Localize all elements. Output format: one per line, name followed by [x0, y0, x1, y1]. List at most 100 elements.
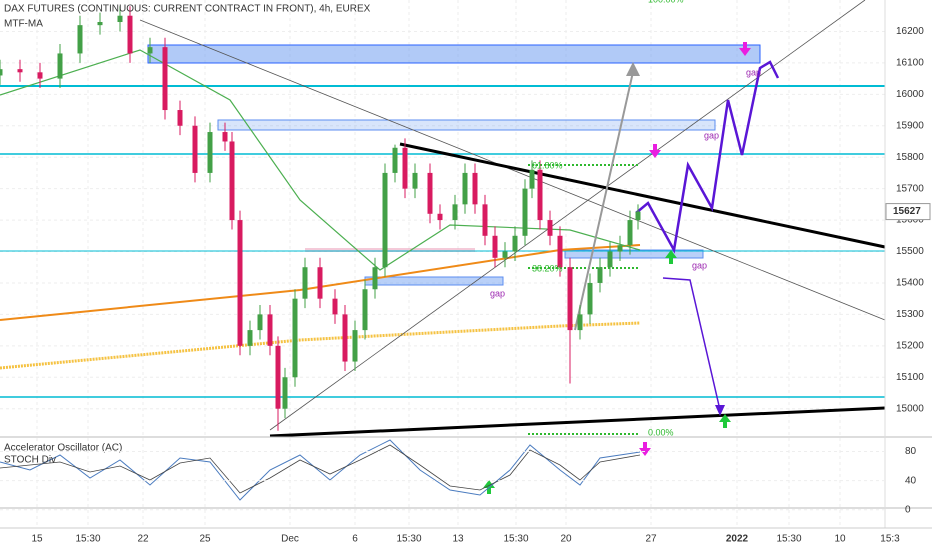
candle-body — [557, 235, 563, 268]
x-tick-label: 15:30 — [503, 534, 528, 545]
candle-body — [462, 172, 468, 205]
arrow-head — [715, 405, 725, 416]
candle-body — [275, 345, 281, 409]
candle-body — [635, 211, 641, 221]
projection — [635, 60, 780, 254]
moving-average — [0, 244, 641, 321]
x-tick-label: Dec — [281, 534, 299, 545]
candle-body — [352, 330, 358, 362]
candle-body — [512, 235, 518, 252]
candle-body — [577, 314, 583, 331]
x-tick-label: 15:30 — [75, 534, 100, 545]
stoch-signal — [0, 444, 641, 494]
trend-line — [399, 142, 886, 249]
x-tick-label: 10 — [834, 534, 846, 545]
zone — [564, 249, 704, 259]
marker — [665, 250, 677, 264]
candle-body — [17, 69, 23, 73]
candle-body — [97, 22, 103, 26]
candle-body — [177, 110, 183, 126]
candle-body — [282, 377, 288, 409]
candle-body — [427, 172, 433, 214]
candle-body — [502, 251, 508, 258]
candles — [0, 6, 641, 431]
candle-body — [382, 172, 388, 268]
x-tick-label: 13 — [452, 534, 464, 545]
candle-body — [37, 72, 43, 79]
candle-body — [547, 220, 553, 236]
marker — [719, 414, 731, 428]
y-tick-label: 15500 — [896, 246, 924, 257]
marker — [639, 442, 651, 456]
x-tick-label: 20 — [560, 534, 572, 545]
candle-body — [627, 220, 633, 246]
x-tick-label: 27 — [645, 534, 657, 545]
trend-line — [269, 406, 886, 438]
candle-body — [222, 132, 228, 142]
y-tick-label: 16100 — [896, 58, 924, 69]
trend-line — [269, 0, 866, 431]
candle-body — [302, 267, 308, 299]
candle-body — [229, 141, 235, 221]
y-tick-label: 15800 — [896, 152, 924, 163]
y-tick-label: 15900 — [896, 120, 924, 131]
drawings — [0, 0, 886, 494]
projection-arrow — [574, 71, 634, 331]
candle-body — [292, 298, 298, 378]
candle-body — [267, 314, 273, 346]
candle-body — [437, 213, 443, 221]
candle-body — [257, 314, 263, 331]
x-tick-label: 6 — [352, 534, 358, 545]
x-tick-label: 15:3 — [880, 534, 900, 545]
candle-body — [317, 267, 323, 299]
zone — [217, 119, 716, 131]
y-tick-label: 16200 — [896, 26, 924, 37]
candle-body — [192, 125, 198, 173]
candle-body — [482, 204, 488, 236]
candle-body — [522, 188, 528, 236]
candle-body — [597, 267, 603, 283]
chart-title: DAX FUTURES (CONTINUOUS: CURRENT CONTRAC… — [4, 4, 371, 15]
y-tick-label: 15200 — [896, 340, 924, 351]
x-tick-label: 15:30 — [396, 534, 421, 545]
y-tick-label: 15000 — [896, 403, 924, 414]
y-tick-label: 80 — [905, 446, 917, 457]
candle-body — [207, 132, 213, 173]
annotation: gap — [746, 67, 761, 77]
annotation: 0.00% — [648, 427, 674, 437]
y-tick-label: 15400 — [896, 278, 924, 289]
candle-body — [567, 267, 573, 331]
x-tick-label: 22 — [137, 534, 149, 545]
candle-body — [332, 298, 338, 315]
candle-body — [57, 53, 63, 79]
last-price-box — [885, 203, 931, 221]
x-tick-label: 15 — [31, 534, 43, 545]
y-tick-label: 16000 — [896, 89, 924, 100]
oscillator-title: Accelerator Oscillator (AC) — [4, 443, 122, 454]
y-tick-label: 15300 — [896, 309, 924, 320]
arrow-head — [626, 62, 640, 76]
y-tick-label: 0 — [905, 504, 911, 515]
y-tick-label: 40 — [905, 475, 917, 486]
annotation: 61.80% — [532, 160, 563, 170]
candle-body — [587, 282, 593, 315]
oscillator-pane — [0, 436, 932, 529]
candle-body — [77, 25, 83, 54]
candle-body — [342, 314, 348, 362]
moving-average — [0, 321, 641, 370]
candle-body — [117, 15, 123, 23]
annotation: gap — [692, 260, 707, 270]
annotation: gap — [490, 288, 505, 298]
candle-body — [147, 47, 153, 54]
candle-body — [452, 204, 458, 221]
candle-body — [607, 251, 613, 268]
candle-body — [237, 220, 243, 346]
candle-body — [372, 267, 378, 290]
last-price-label: 15627 — [893, 206, 921, 217]
projection — [662, 277, 721, 411]
annotation: 100.00% — [648, 0, 684, 4]
candle-body — [529, 169, 535, 189]
candle-body — [392, 147, 398, 173]
zone — [364, 276, 504, 286]
